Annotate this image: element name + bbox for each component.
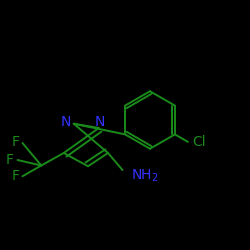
Text: F: F — [6, 153, 14, 167]
Text: Cl: Cl — [192, 135, 206, 149]
Text: F: F — [12, 169, 20, 183]
Text: F: F — [12, 135, 20, 149]
Text: N: N — [60, 116, 71, 130]
Text: NH$_2$: NH$_2$ — [131, 168, 159, 184]
Text: N: N — [95, 115, 105, 129]
